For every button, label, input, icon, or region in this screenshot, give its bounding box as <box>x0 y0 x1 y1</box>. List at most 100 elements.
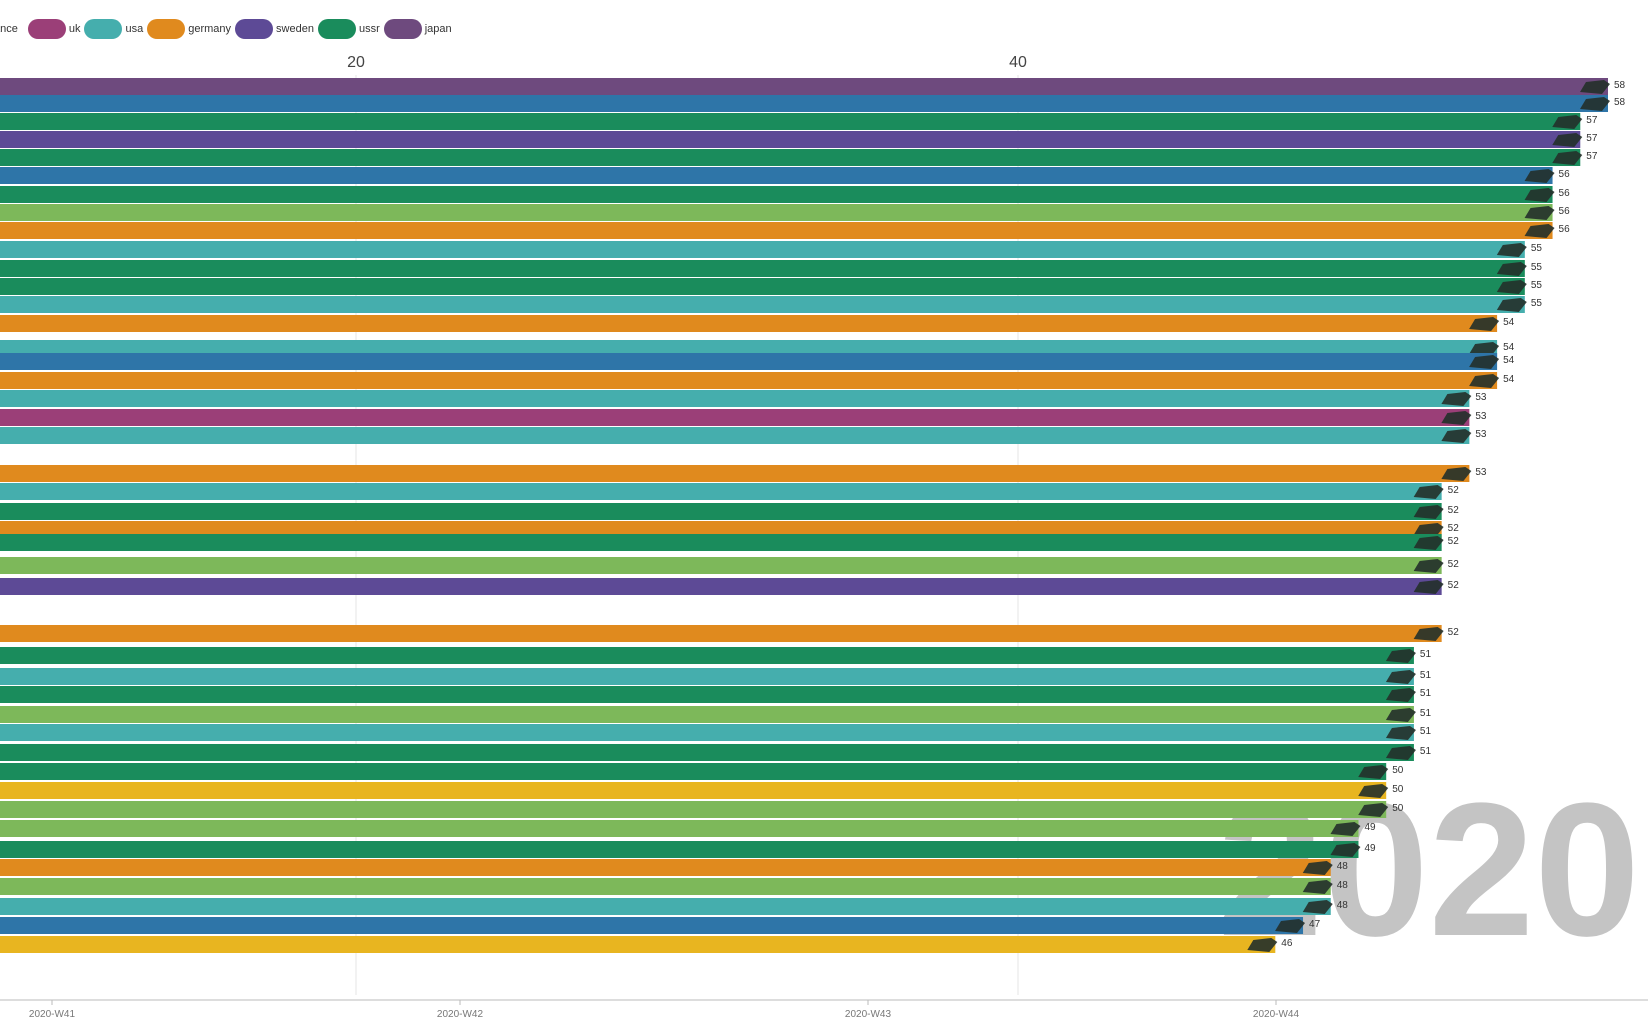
value-label: 54 <box>1503 355 1515 366</box>
value-label: 53 <box>1475 392 1487 403</box>
value-label: 48 <box>1337 861 1349 872</box>
value-label: 49 <box>1364 822 1376 833</box>
bottom-tick-label: 2020-W42 <box>437 1009 484 1020</box>
bar <box>0 763 1387 780</box>
bar <box>0 167 1553 184</box>
legend-item-uk[interactable]: uk <box>27 19 81 39</box>
legend-item-usa[interactable]: usa <box>84 19 143 39</box>
legend-item-france[interactable]: ance <box>0 23 24 35</box>
bar <box>0 578 1442 595</box>
tank-icon <box>1413 559 1444 573</box>
top-tick-label: 20 <box>347 54 365 71</box>
value-label: 53 <box>1475 467 1487 478</box>
bottom-tick-label: 2020-W44 <box>1253 1009 1300 1020</box>
bar <box>0 113 1581 130</box>
tank-icon <box>1302 861 1333 875</box>
tank-icon <box>1385 746 1416 760</box>
bar <box>0 936 1276 953</box>
tank-icon <box>1413 485 1444 499</box>
value-label: 49 <box>1364 843 1376 854</box>
value-label: 52 <box>1448 485 1460 496</box>
tank-icon <box>1413 523 1444 537</box>
legend-label-usa: usa <box>125 23 144 35</box>
bar <box>0 483 1442 500</box>
value-label: 51 <box>1420 670 1432 681</box>
bar <box>0 340 1498 357</box>
bar <box>0 841 1359 858</box>
tank-icon <box>1580 80 1610 94</box>
value-label: 47 <box>1309 919 1321 930</box>
legend-label-germany: germany <box>188 23 232 35</box>
value-label: 54 <box>1503 342 1515 353</box>
bar <box>0 625 1442 642</box>
tank-icon <box>1441 467 1472 481</box>
bar <box>0 222 1553 239</box>
legend-item-sweden[interactable]: sweden <box>235 19 314 39</box>
bar <box>0 898 1331 915</box>
tank-icon <box>1496 280 1527 294</box>
bar <box>0 782 1387 799</box>
tank-icon <box>1302 900 1333 914</box>
tank-icon <box>1413 536 1444 550</box>
value-label: 51 <box>1420 726 1432 737</box>
legend-label-uk: uk <box>68 23 81 35</box>
value-label: 51 <box>1420 649 1432 660</box>
value-label: 57 <box>1586 151 1598 162</box>
legend-swatch-ussr <box>317 19 356 39</box>
value-label: 55 <box>1531 243 1543 254</box>
tank-icon <box>1524 206 1555 220</box>
tank-icon <box>1469 374 1500 388</box>
tank-icon <box>1413 627 1444 641</box>
top-tick-label: 40 <box>1009 54 1027 71</box>
bar <box>0 878 1331 895</box>
value-label: 57 <box>1586 133 1598 144</box>
bar <box>0 503 1442 520</box>
tank-icon <box>1580 97 1610 111</box>
tank-icon <box>1496 298 1527 312</box>
bar <box>0 95 1608 112</box>
value-label: 51 <box>1420 746 1432 757</box>
tank-icon <box>1496 243 1527 257</box>
value-label: 53 <box>1475 429 1487 440</box>
value-label: 51 <box>1420 688 1432 699</box>
bottom-tick-label: 2020-W41 <box>29 1009 76 1020</box>
bar <box>0 917 1304 934</box>
tank-icon <box>1413 505 1444 519</box>
tank-icon <box>1552 133 1583 147</box>
bar <box>0 241 1525 258</box>
tank-icon <box>1330 843 1361 857</box>
legend-swatch-germany <box>147 19 186 39</box>
value-label: 52 <box>1448 627 1460 638</box>
tank-icon <box>1385 670 1416 684</box>
bar <box>0 647 1414 664</box>
bar <box>0 204 1553 221</box>
tank-icon <box>1441 429 1472 443</box>
value-label: 52 <box>1448 559 1460 570</box>
bar <box>0 801 1387 818</box>
tank-icon <box>1469 355 1500 369</box>
legend: ance uk usa germany sweden ussr japan <box>0 18 456 40</box>
bar <box>0 296 1525 313</box>
bar <box>0 260 1525 277</box>
value-label: 55 <box>1531 280 1543 291</box>
value-label: 48 <box>1337 880 1349 891</box>
tank-icon <box>1358 765 1389 779</box>
legend-item-germany[interactable]: germany <box>147 19 231 39</box>
legend-item-ussr[interactable]: ussr <box>317 19 380 39</box>
bar <box>0 186 1553 203</box>
legend-swatch-uk <box>27 19 66 39</box>
value-label: 56 <box>1559 224 1571 235</box>
legend-item-japan[interactable]: japan <box>383 19 452 39</box>
value-label: 55 <box>1531 298 1543 309</box>
legend-swatch-japan <box>383 19 422 39</box>
bar <box>0 744 1414 761</box>
tank-icon <box>1385 688 1416 702</box>
value-label: 55 <box>1531 262 1543 273</box>
value-label: 56 <box>1559 169 1571 180</box>
tank-icon <box>1441 392 1472 406</box>
bar <box>0 686 1414 703</box>
bar <box>0 724 1414 741</box>
bar <box>0 315 1498 332</box>
value-label: 53 <box>1475 411 1487 422</box>
